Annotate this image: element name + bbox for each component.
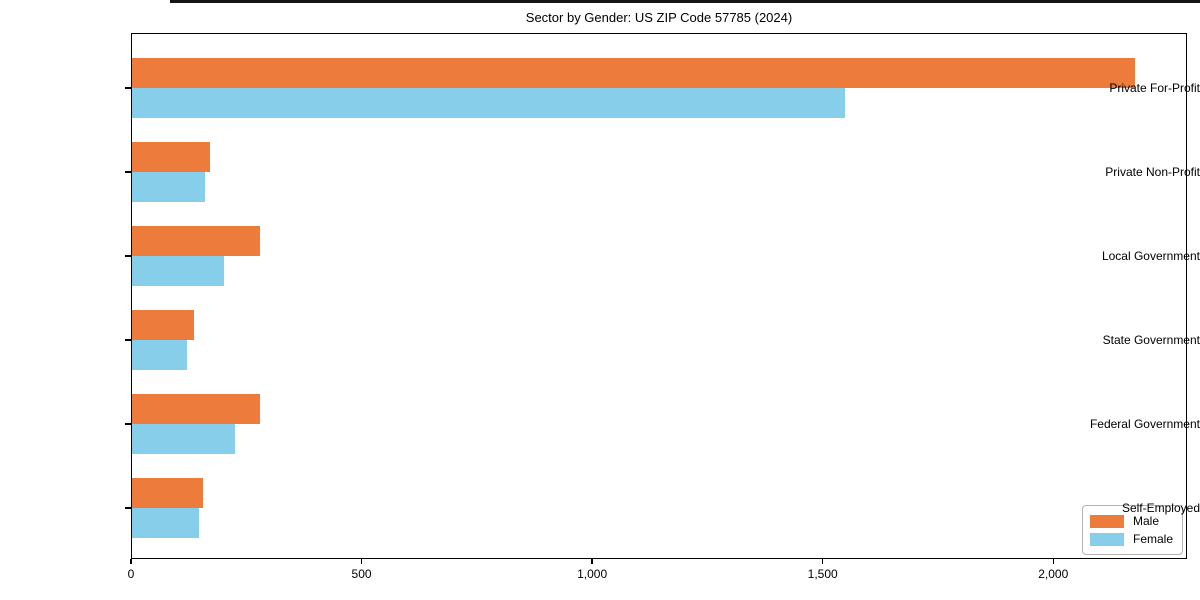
y-tick-label: Local Government (1101, 249, 1200, 263)
y-tick-label: State Government (1102, 333, 1200, 347)
y-tick-label: Private For-Profit (1109, 81, 1200, 95)
x-tick-label: 500 (351, 567, 372, 581)
bar-female-state-government (132, 339, 188, 370)
bar-female-federal-government (132, 423, 235, 454)
y-tick-mark (125, 423, 131, 425)
x-tick-mark (130, 559, 132, 564)
x-tick-label: 1,000 (577, 567, 608, 581)
y-tick-mark (125, 339, 131, 341)
x-tick-label: 1,500 (807, 567, 838, 581)
x-tick-mark (1052, 559, 1055, 564)
bar-female-private-non-profit (132, 171, 205, 202)
chart-title: Sector by Gender: US ZIP Code 57785 (202… (525, 10, 793, 25)
bar-male-private-non-profit (132, 141, 211, 172)
legend-item-male: Male (1089, 512, 1173, 530)
bar-male-state-government (132, 309, 195, 340)
legend-swatch-male (1089, 514, 1124, 528)
legend-label-male: Male (1132, 514, 1159, 528)
legend-swatch-female (1089, 532, 1124, 546)
x-tick-mark (360, 559, 363, 564)
x-tick-label: 0 (127, 567, 135, 581)
y-tick-mark (125, 87, 131, 89)
x-tick-mark (821, 559, 824, 564)
legend: Male Female (1081, 505, 1183, 555)
y-tick-label: Federal Government (1089, 417, 1200, 431)
bar-female-local-government (132, 255, 225, 286)
x-tick-label: 2,000 (1038, 567, 1069, 581)
x-tick-mark (591, 559, 593, 564)
legend-label-female: Female (1132, 532, 1173, 546)
plot-area: Male Female (131, 33, 1187, 559)
y-tick-label: Self-Employed (1121, 501, 1200, 515)
y-tick-mark (125, 255, 131, 257)
window-edge-strip (170, 0, 1200, 3)
y-tick-mark (125, 171, 131, 173)
bar-male-federal-government (132, 393, 261, 424)
bar-male-self-employed (132, 477, 203, 508)
bar-female-self-employed (132, 507, 199, 538)
legend-item-female: Female (1089, 530, 1173, 548)
bar-male-local-government (132, 225, 261, 256)
y-tick-label: Private Non-Profit (1105, 165, 1200, 179)
bar-male-private-for-profit (132, 57, 1135, 88)
y-tick-mark (125, 507, 131, 509)
bar-female-private-for-profit (132, 87, 845, 118)
